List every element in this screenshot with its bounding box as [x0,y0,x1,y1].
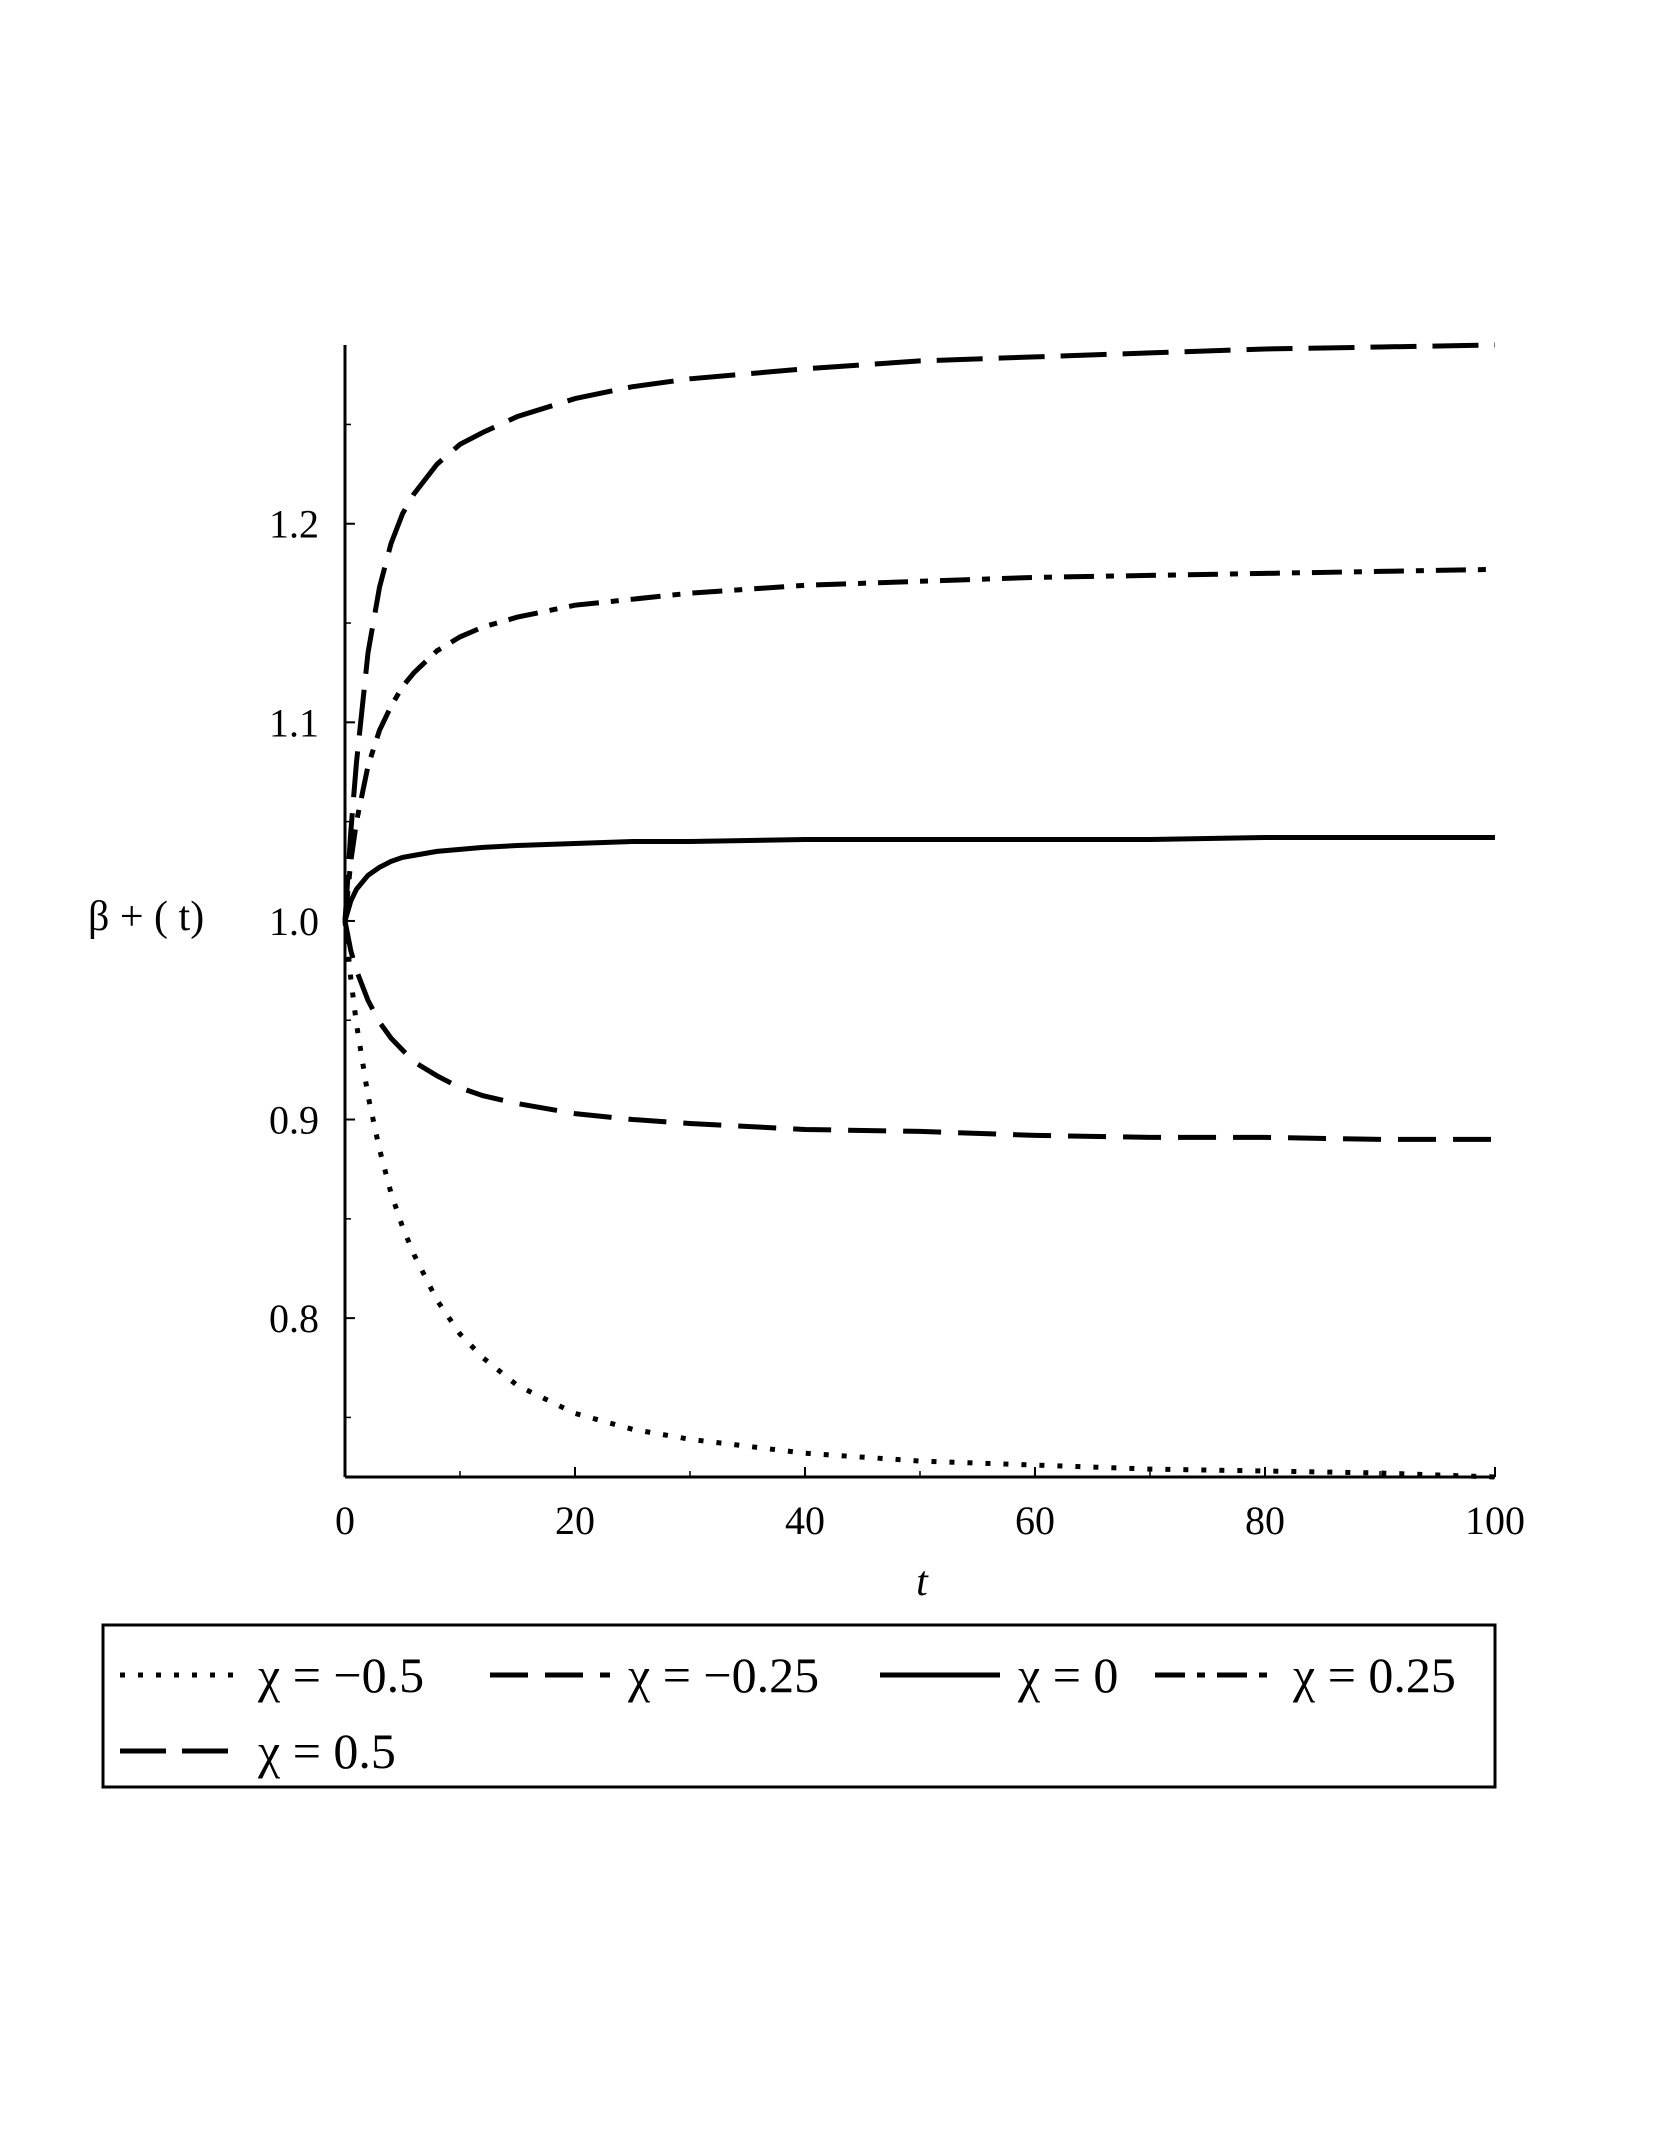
x-axis-label: t [916,1559,929,1605]
plot-area [342,342,1496,1480]
series-line-0 [342,920,1496,1480]
legend-box [101,1623,1497,1789]
y-axis-label: β + ( t) [88,894,204,940]
axes [343,345,1495,1479]
legend: χ = −0.5 χ = −0.25 χ = 0 χ = 0.25 χ = 0.5 [101,1623,1497,1789]
legend-label: χ = 0 [1017,1647,1118,1703]
y-tick-label: 0.8 [269,1296,319,1341]
legend-label: χ = −0.25 [627,1647,819,1703]
x-tick-label: 40 [785,1498,825,1543]
x-tick-label: 60 [1015,1498,1055,1543]
x-tick-label: 0 [335,1498,355,1543]
x-tick-label: 80 [1245,1498,1285,1543]
ticks: 0 20 40 60 80 100 0.8 0.9 1.0 1.1 1.2 [269,423,1525,1543]
y-tick-label: 1.0 [269,899,319,944]
series-line-4 [342,342,1496,922]
x-tick-label: 20 [555,1498,595,1543]
y-tick-label: 1.2 [269,502,319,547]
x-tick-label: 100 [1465,1498,1525,1543]
series-line-3 [342,566,1496,922]
series-line-1 [342,920,1495,1142]
legend-label: χ = 0.25 [1292,1647,1456,1703]
series-line-2 [342,835,1495,922]
legend-label: χ = 0.5 [257,1723,396,1779]
y-tick-label: 1.1 [269,700,319,745]
legend-label: χ = −0.5 [257,1647,424,1703]
y-tick-label: 0.9 [269,1098,319,1143]
